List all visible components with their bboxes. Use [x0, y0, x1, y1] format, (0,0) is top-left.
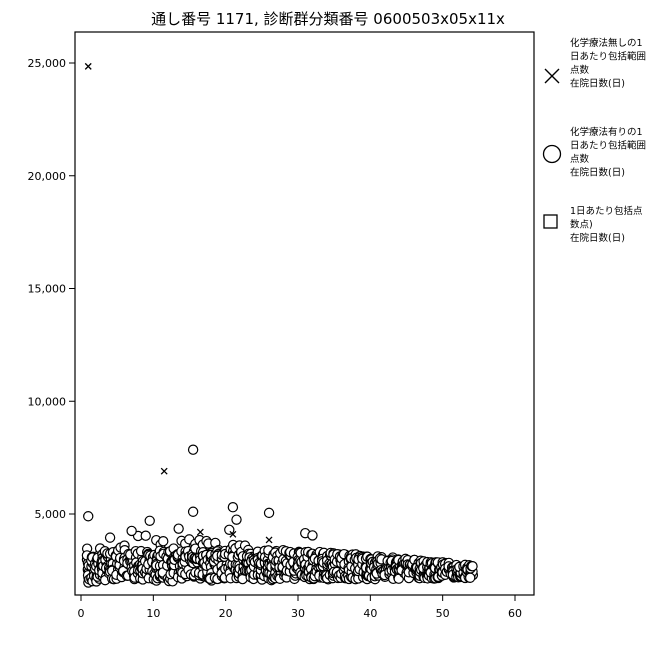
data-point-cross — [265, 536, 273, 544]
data-point-cross — [84, 62, 92, 70]
data-point-circle — [464, 572, 476, 583]
legend-cross-icon — [544, 68, 560, 84]
data-point-circle — [263, 507, 275, 519]
legend-label-line: 点数 — [570, 153, 590, 165]
legend: 化学療法無しの1日あたり包括範囲点数在院日数(日)化学療法有りの1日あたり包括範… — [542, 37, 646, 244]
data-point-circle — [307, 530, 318, 541]
data-point-circle — [231, 514, 242, 525]
y-tick-label: 20,000 — [28, 170, 67, 183]
chart-title: 通し番号 1171, 診断群分類番号 0600503x05x11x — [151, 10, 505, 28]
legend-square-icon — [543, 214, 558, 229]
data-point-cross — [229, 530, 237, 538]
x-tick-label: 10 — [146, 607, 160, 620]
series-chemo-with — [81, 444, 479, 588]
data-point-circle — [126, 525, 137, 537]
data-point-circle — [140, 530, 151, 541]
x-tick-label: 40 — [363, 607, 377, 620]
legend-label-line: 在院日数(日) — [570, 232, 625, 244]
y-tick-label: 10,000 — [28, 395, 67, 408]
y-tick-label: 15,000 — [28, 283, 67, 296]
data-point-cross — [160, 467, 168, 475]
legend-label-line: 日あたり包括範囲 — [570, 140, 646, 152]
legend-label-line: 数点) — [570, 219, 593, 231]
x-tick-label: 0 — [78, 607, 85, 620]
data-point-circle — [187, 506, 199, 517]
series-chemo-without — [84, 62, 273, 544]
x-tick-label: 60 — [508, 607, 522, 620]
data-point-circle — [227, 502, 239, 513]
data-point-circle — [158, 535, 169, 547]
data-point-circle — [187, 444, 199, 455]
legend-label-line: 在院日数(日) — [570, 167, 625, 179]
data-point-cross — [196, 528, 204, 536]
x-tick-label: 20 — [219, 607, 233, 620]
data-point-circle — [83, 511, 94, 522]
y-axis: 5,000 10,000 15,000 20,000 25,000 — [28, 57, 75, 521]
y-tick-label: 25,000 — [28, 57, 67, 70]
legend-label-line: 点数 — [570, 64, 590, 76]
legend-label-line: 1日あたり包括点 — [570, 205, 643, 217]
x-tick-label: 50 — [436, 607, 450, 620]
data-point-circle — [104, 532, 116, 543]
legend-label-line: 日あたり包括範囲 — [570, 51, 646, 63]
data-point-circle — [144, 515, 155, 526]
plot-area — [74, 31, 535, 596]
x-tick-label: 30 — [291, 607, 305, 620]
legend-circle-icon — [542, 144, 562, 164]
x-axis: 0 10 20 30 40 50 60 — [78, 595, 522, 620]
y-tick-label: 5,000 — [35, 508, 67, 521]
legend-label-line: 化学療法有りの1 — [570, 126, 643, 138]
data-point-circle — [173, 523, 184, 534]
data-point-circle — [467, 561, 478, 572]
legend-label-line: 化学療法無しの1 — [570, 37, 643, 49]
legend-label-line: 在院日数(日) — [570, 78, 625, 90]
